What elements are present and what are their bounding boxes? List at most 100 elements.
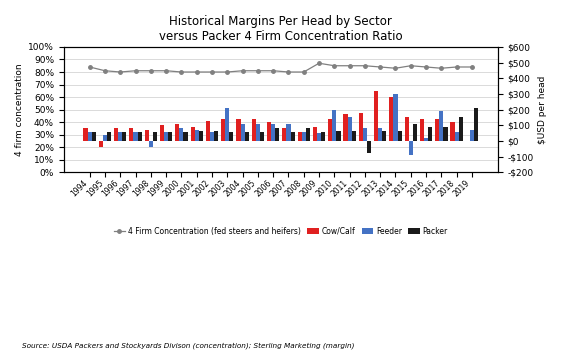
- Bar: [214, 131, 218, 141]
- Bar: [282, 128, 287, 141]
- 4 Firm Concentration (fed steers and heifers): [331, 64, 338, 68]
- Bar: [99, 141, 103, 147]
- Bar: [179, 128, 183, 141]
- Bar: [103, 135, 107, 141]
- Bar: [267, 122, 271, 141]
- Bar: [256, 124, 260, 141]
- 4 Firm Concentration (fed steers and heifers): [438, 66, 445, 70]
- Bar: [88, 132, 92, 141]
- Bar: [229, 132, 233, 141]
- Bar: [168, 132, 173, 141]
- Bar: [260, 132, 264, 141]
- 4 Firm Concentration (fed steers and heifers): [239, 69, 246, 73]
- 4 Firm Concentration (fed steers and heifers): [300, 70, 307, 74]
- Bar: [271, 124, 275, 141]
- Bar: [153, 132, 157, 141]
- Bar: [297, 132, 302, 141]
- 4 Firm Concentration (fed steers and heifers): [87, 65, 93, 69]
- 4 Firm Concentration (fed steers and heifers): [270, 69, 277, 73]
- Bar: [194, 130, 199, 141]
- Bar: [138, 132, 142, 141]
- Bar: [359, 113, 363, 141]
- Bar: [144, 130, 149, 141]
- Bar: [107, 132, 111, 141]
- 4 Firm Concentration (fed steers and heifers): [163, 69, 170, 73]
- 4 Firm Concentration (fed steers and heifers): [102, 69, 108, 73]
- Bar: [347, 118, 352, 141]
- Bar: [244, 132, 249, 141]
- Bar: [306, 128, 310, 141]
- Bar: [114, 128, 118, 141]
- Bar: [317, 133, 321, 141]
- Bar: [378, 128, 382, 141]
- Bar: [443, 127, 447, 141]
- Bar: [210, 132, 214, 141]
- Bar: [435, 119, 439, 141]
- Bar: [328, 119, 332, 141]
- Bar: [343, 114, 347, 141]
- Bar: [84, 128, 88, 141]
- Bar: [424, 138, 428, 141]
- Bar: [225, 108, 229, 141]
- Bar: [389, 97, 393, 141]
- Bar: [287, 124, 291, 141]
- 4 Firm Concentration (fed steers and heifers): [316, 61, 323, 65]
- 4 Firm Concentration (fed steers and heifers): [469, 65, 475, 69]
- Bar: [374, 91, 378, 141]
- 4 Firm Concentration (fed steers and heifers): [224, 70, 230, 74]
- Bar: [302, 132, 306, 141]
- Bar: [459, 118, 463, 141]
- 4 Firm Concentration (fed steers and heifers): [147, 69, 154, 73]
- 4 Firm Concentration (fed steers and heifers): [178, 70, 185, 74]
- Bar: [405, 118, 409, 141]
- 4 Firm Concentration (fed steers and heifers): [132, 69, 139, 73]
- Bar: [382, 131, 387, 141]
- Bar: [363, 128, 367, 141]
- 4 Firm Concentration (fed steers and heifers): [454, 65, 460, 69]
- Bar: [455, 132, 459, 141]
- Bar: [332, 110, 337, 141]
- Bar: [313, 127, 317, 141]
- 4 Firm Concentration (fed steers and heifers): [377, 65, 384, 69]
- Bar: [149, 141, 153, 147]
- Bar: [191, 127, 194, 141]
- 4 Firm Concentration (fed steers and heifers): [117, 70, 124, 74]
- 4 Firm Concentration (fed steers and heifers): [392, 66, 399, 70]
- Bar: [439, 111, 443, 141]
- Bar: [241, 124, 244, 141]
- 4 Firm Concentration (fed steers and heifers): [423, 65, 429, 69]
- Line: 4 Firm Concentration (fed steers and heifers): 4 Firm Concentration (fed steers and hei…: [88, 61, 474, 74]
- Bar: [451, 122, 455, 141]
- Bar: [206, 120, 210, 141]
- Legend: 4 Firm Concentration (fed steers and heifers), Cow/Calf, Feeder, Packer: 4 Firm Concentration (fed steers and hei…: [111, 224, 451, 239]
- Bar: [397, 131, 402, 141]
- Bar: [237, 119, 241, 141]
- Bar: [409, 141, 413, 155]
- Text: Source: USDA Packers and Stockyards Divison (concentration); Sterling Marketing : Source: USDA Packers and Stockyards Divi…: [22, 343, 355, 349]
- 4 Firm Concentration (fed steers and heifers): [361, 64, 368, 68]
- Y-axis label: 4 firm concentration: 4 firm concentration: [15, 63, 24, 156]
- Bar: [337, 131, 341, 141]
- Bar: [393, 94, 397, 141]
- 4 Firm Concentration (fed steers and heifers): [193, 70, 200, 74]
- Bar: [129, 128, 134, 141]
- Bar: [92, 132, 96, 141]
- Bar: [321, 132, 325, 141]
- Bar: [221, 119, 225, 141]
- 4 Firm Concentration (fed steers and heifers): [255, 69, 261, 73]
- Bar: [367, 141, 371, 153]
- Bar: [134, 132, 138, 141]
- Bar: [428, 127, 432, 141]
- Bar: [160, 125, 164, 141]
- Bar: [474, 108, 478, 141]
- Bar: [175, 124, 179, 141]
- Bar: [199, 131, 203, 141]
- Bar: [164, 132, 168, 141]
- 4 Firm Concentration (fed steers and heifers): [346, 64, 353, 68]
- Bar: [291, 132, 294, 141]
- Bar: [275, 128, 279, 141]
- Bar: [413, 124, 417, 141]
- 4 Firm Concentration (fed steers and heifers): [285, 70, 292, 74]
- Bar: [420, 119, 424, 141]
- Title: Historical Margins Per Head by Sector
versus Packer 4 Firm Concentration Ratio: Historical Margins Per Head by Sector ve…: [159, 15, 402, 43]
